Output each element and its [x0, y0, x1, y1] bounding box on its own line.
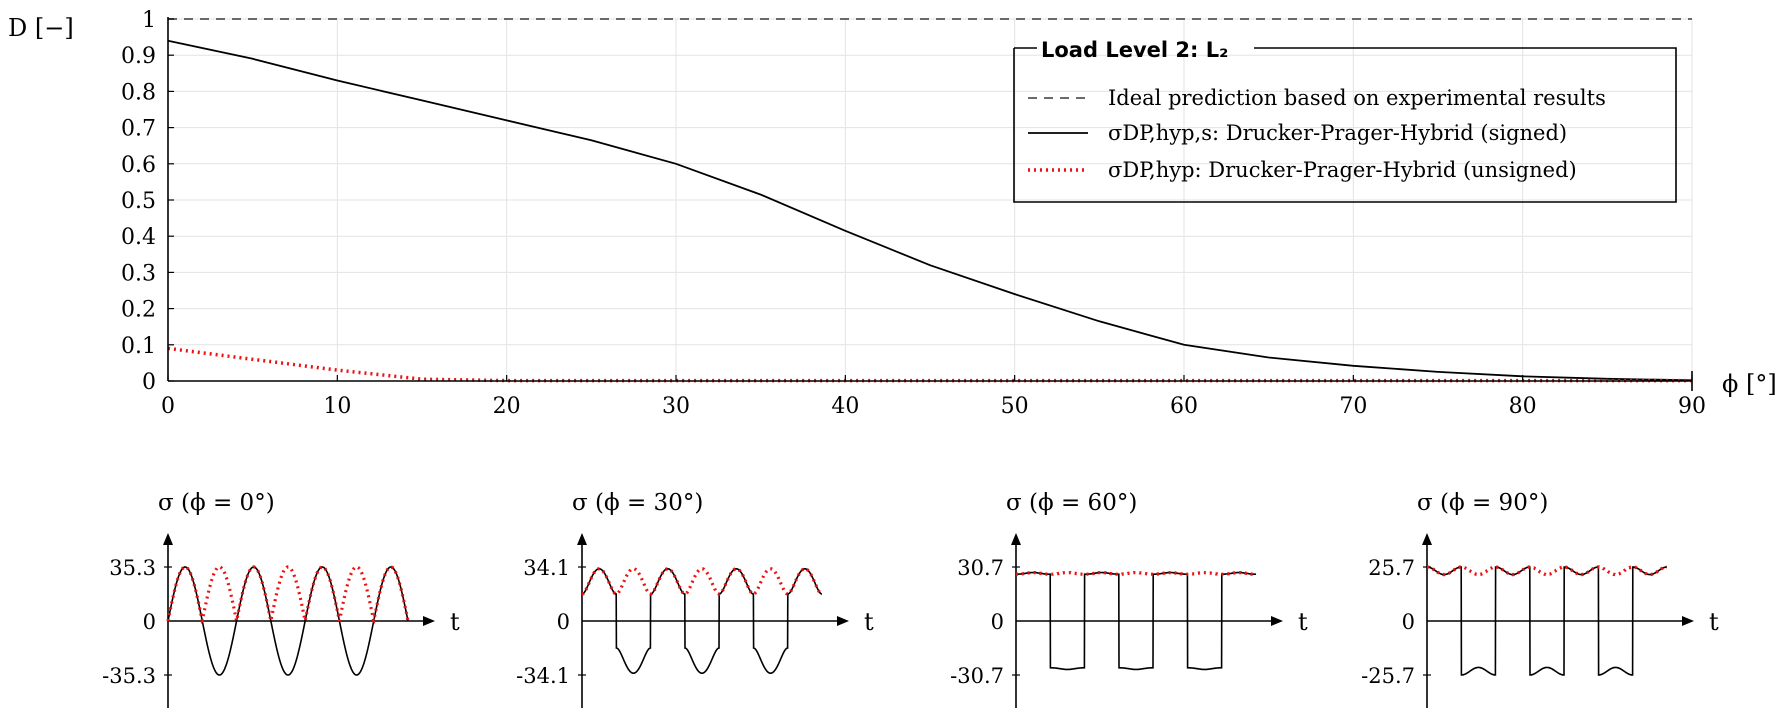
y-tick-label: 0.5: [121, 189, 156, 214]
small-unsigned-signal: [1016, 571, 1256, 576]
main-series: [167, 18, 1693, 383]
x-tick-label: 70: [1339, 394, 1367, 419]
small-plots: σ (ϕ = 0°) t 35.3 0 -35.3 σ (ϕ = 30°) t 34.1 0 -3…: [102, 490, 1719, 708]
y-tick-label: 0.7: [121, 117, 156, 142]
x-tick-label: 20: [493, 394, 521, 419]
y-tick-label: 1: [142, 8, 156, 33]
x-tick-label: 90: [1678, 394, 1706, 419]
small-y-tick-label: 25.7: [1368, 556, 1415, 580]
small-plot-title: σ (ϕ = 60°): [1006, 490, 1137, 516]
main-plot: 0 10 20 30 40 50 60 70 80 90 0 0.1 0.2 0.3 0.4 0.5 0.6 0.…: [8, 8, 1777, 419]
small-unsigned-signal: [166, 565, 410, 626]
small-y-tick-label: -35.3: [102, 664, 156, 688]
y-tick-label: 0.9: [121, 44, 156, 69]
small-y-tick-label: -25.7: [1361, 664, 1415, 688]
legend-frame: [1013, 47, 1677, 203]
main-ticks: 0 10 20 30 40 50 60 70 80 90 0 0.1 0.2 0.3 0.4 0.5 0.6 0.…: [121, 8, 1706, 419]
small-x-label: t: [1709, 608, 1719, 636]
small-y-tick-label: 35.3: [109, 556, 156, 580]
small-y-arrow: [1422, 533, 1432, 545]
small-plot-0: σ (ϕ = 0°) t 35.3 0 -35.3: [102, 490, 460, 708]
small-plot-title: σ (ϕ = 0°): [158, 490, 275, 516]
main-grid: [167, 18, 1693, 382]
small-y-tick-label: 0: [143, 610, 156, 634]
main-y-axis-label: D [−]: [8, 14, 74, 42]
small-signed-signal: [1427, 566, 1667, 676]
small-plot-title: σ (ϕ = 90°): [1417, 490, 1548, 516]
legend-entry-ideal: Ideal prediction based on experimental r…: [1108, 86, 1606, 110]
small-y-arrow: [1011, 533, 1021, 545]
main-axes: [167, 17, 1693, 391]
small-unsigned-signal: [581, 567, 823, 596]
x-tick-label: 80: [1509, 394, 1537, 419]
small-plot-90: σ (ϕ = 90°) t 25.7 0 -25.7: [1361, 490, 1719, 708]
y-tick-label: 0: [142, 370, 156, 395]
small-x-arrow: [423, 616, 435, 626]
y-tick-label: 0.1: [121, 334, 156, 359]
y-tick-label: 0.8: [121, 80, 156, 105]
x-tick-label: 50: [1001, 394, 1029, 419]
small-y-tick-label: -34.1: [516, 664, 570, 688]
small-unsigned-signal: [1427, 565, 1667, 577]
series-unsigned-line: [167, 346, 1692, 383]
small-signed-signal: [582, 568, 822, 674]
y-tick-label: 0.6: [121, 153, 156, 178]
x-tick-label: 30: [662, 394, 690, 419]
x-tick-label: 10: [323, 394, 351, 419]
small-x-label: t: [1298, 608, 1308, 636]
x-tick-label: 40: [831, 394, 859, 419]
small-y-tick-label: 0: [557, 610, 570, 634]
y-tick-label: 0.2: [121, 298, 156, 323]
x-tick-label: 0: [161, 394, 175, 419]
small-signed-signal: [167, 566, 409, 676]
legend-title: Load Level 2: L₂: [1041, 38, 1228, 62]
small-y-arrow: [163, 533, 173, 545]
legend-entry-unsigned: σDP,hyp: Drucker-Prager-Hybrid (unsigned…: [1108, 158, 1577, 182]
small-x-arrow: [1682, 616, 1694, 626]
y-tick-label: 0.4: [121, 225, 156, 250]
small-x-arrow: [1271, 616, 1283, 626]
legend-entry-signed: σDP,hyp,s: Drucker-Prager-Hybrid (signed…: [1108, 121, 1567, 145]
series-signed-line: [167, 39, 1693, 382]
small-plot-title: σ (ϕ = 30°): [572, 490, 703, 516]
small-y-arrow: [577, 533, 587, 545]
small-y-tick-label: 0: [1402, 610, 1415, 634]
small-x-label: t: [450, 608, 460, 636]
small-y-tick-label: 30.7: [957, 556, 1004, 580]
legend: Load Level 2: L₂ Ideal prediction based …: [1013, 38, 1677, 203]
small-y-tick-label: 0: [991, 610, 1004, 634]
small-plot-30: σ (ϕ = 30°) t 34.1 0 -34.1: [516, 490, 874, 708]
main-x-axis-label: ϕ [°]: [1722, 370, 1777, 398]
x-tick-label: 60: [1170, 394, 1198, 419]
small-signed-signal: [1016, 571, 1256, 671]
small-x-arrow: [837, 616, 849, 626]
small-plot-60: σ (ϕ = 60°) t 30.7 0 -30.7: [950, 490, 1308, 708]
small-x-label: t: [864, 608, 874, 636]
y-tick-label: 0.3: [121, 261, 156, 286]
small-y-tick-label: -30.7: [950, 664, 1004, 688]
small-y-tick-label: 34.1: [523, 556, 570, 580]
